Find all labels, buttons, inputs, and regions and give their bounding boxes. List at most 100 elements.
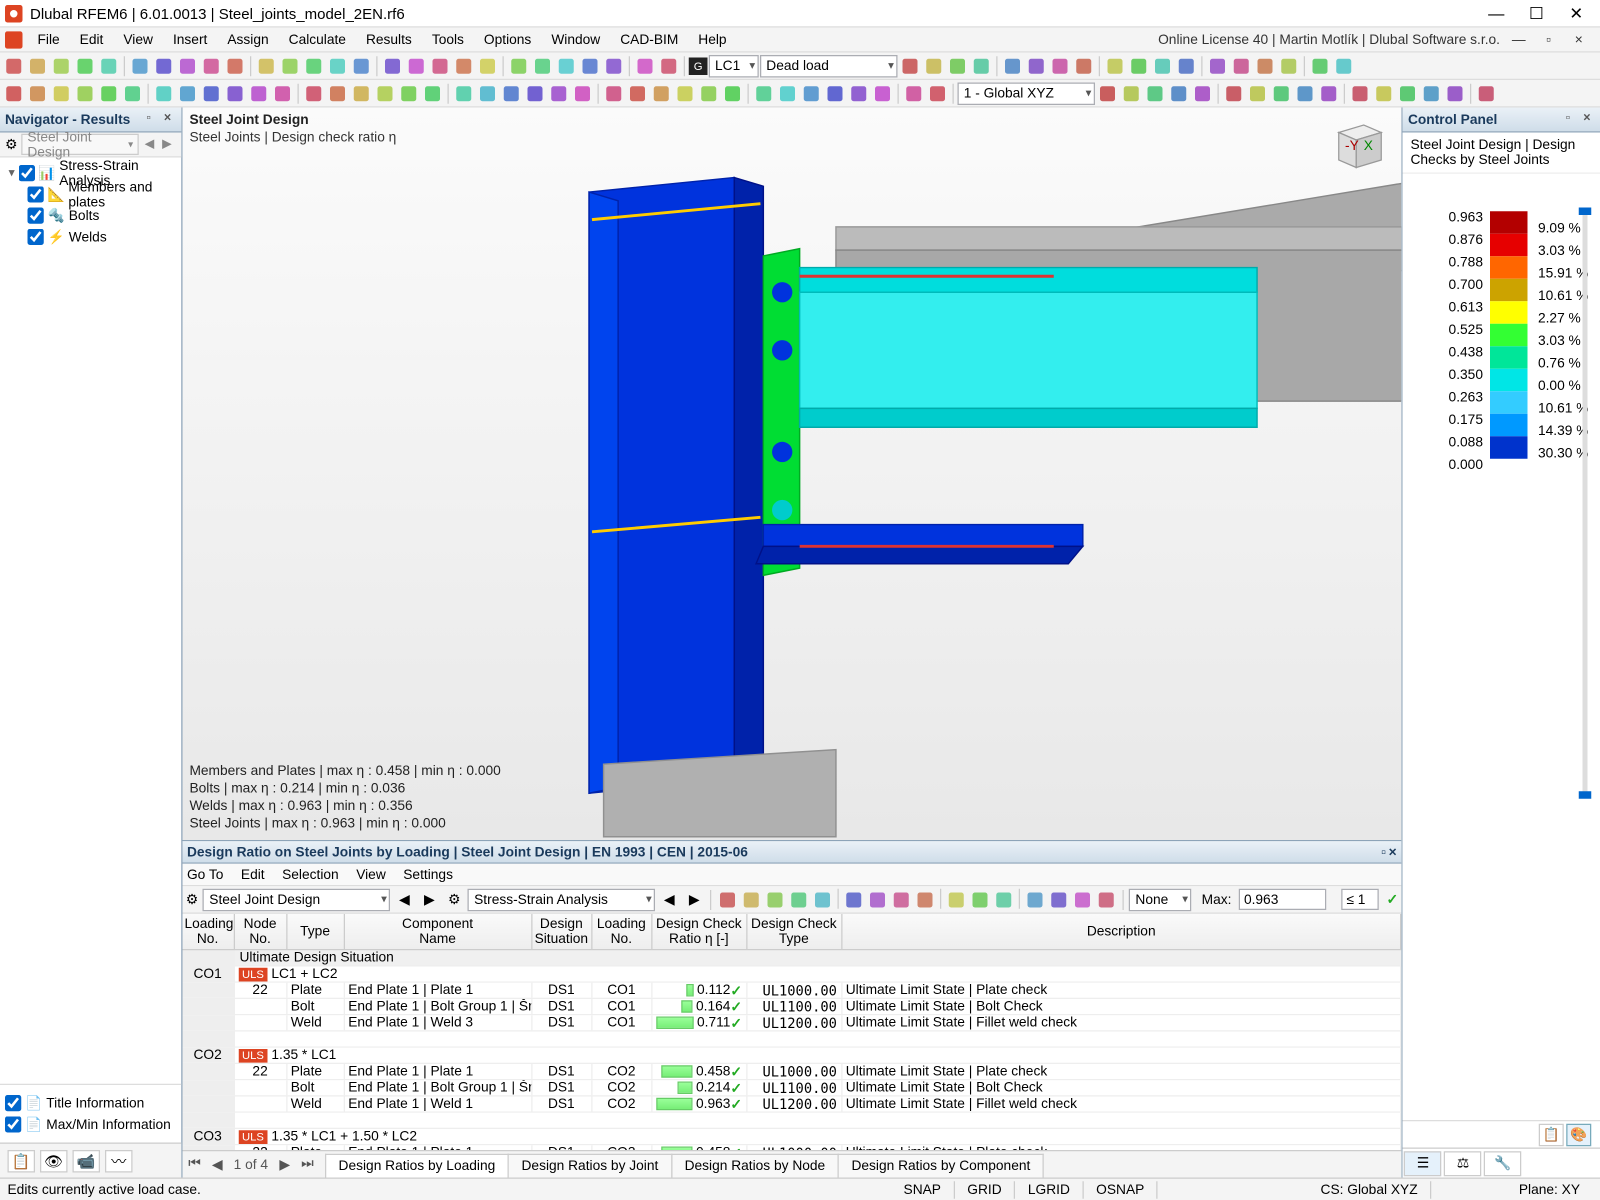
tb2-btn-b3[interactable] [1168, 82, 1191, 105]
results-addon-dropdown[interactable]: Steel Joint Design [203, 888, 391, 911]
bottom-nav-btn-3[interactable]: 📹 [73, 1149, 101, 1172]
results-tb-btn-8[interactable] [914, 888, 937, 911]
tree-root-checkbox[interactable] [18, 165, 34, 181]
nav-check-1[interactable]: 📄Max/Min Information [5, 1114, 176, 1135]
panel-pin-icon[interactable]: ▫ [141, 111, 157, 127]
tb1-btn-18[interactable] [453, 54, 476, 77]
results-tb-btn-4[interactable] [812, 888, 835, 911]
tb2-btn-1[interactable] [26, 82, 49, 105]
menu-calculate[interactable]: Calculate [279, 32, 356, 47]
grid-data-row[interactable]: BoltEnd Plate 1 | Bolt Group 1 | Šro...D… [182, 999, 1402, 1015]
pager-next-icon[interactable]: ▶ [276, 1156, 294, 1172]
results-tb-btn-2[interactable] [764, 888, 787, 911]
tb1-btn-16[interactable] [405, 54, 428, 77]
tb2-btn-b13[interactable] [1420, 82, 1443, 105]
results-tb-btn-14[interactable] [1072, 888, 1095, 911]
tb2-btn-b8[interactable] [1294, 82, 1317, 105]
bottom-nav-btn-2[interactable]: 👁 [40, 1149, 68, 1172]
status-osnap[interactable]: OSNAP [1084, 1181, 1158, 1199]
grid-data-row[interactable]: WeldEnd Plate 1 | Weld 3DS1CO10.711 ✓UL1… [182, 1015, 1402, 1031]
tb2-btn-8[interactable] [200, 82, 223, 105]
tb1-btn-b3[interactable] [970, 54, 993, 77]
tb2-btn-b12[interactable] [1396, 82, 1419, 105]
menu-options[interactable]: Options [474, 32, 541, 47]
status-grid[interactable]: GRID [955, 1181, 1016, 1199]
tb1-btn-1[interactable] [26, 54, 49, 77]
tb1-btn-17[interactable] [429, 54, 452, 77]
coord-system-dropdown[interactable]: 1 - Global XYZ [958, 82, 1096, 105]
results-menu-selection[interactable]: Selection [282, 867, 339, 882]
tree-item-0[interactable]: 📐Members and plates [3, 184, 179, 205]
menu-tools[interactable]: Tools [422, 32, 474, 47]
nav-next-icon[interactable]: ▶ [158, 138, 176, 152]
tb1-btn-12[interactable] [303, 54, 326, 77]
tb2-btn-25[interactable] [626, 82, 649, 105]
tb2-btn-16[interactable] [398, 82, 421, 105]
results-next2-icon[interactable]: ▶ [683, 888, 706, 911]
menu-assign[interactable]: Assign [217, 32, 278, 47]
results-prev2-icon[interactable]: ◀ [658, 888, 681, 911]
tb1-btn-11[interactable] [279, 54, 302, 77]
grid-data-row[interactable]: 22PlateEnd Plate 1 | Plate 1DS1CO10.112 … [182, 983, 1402, 999]
tb2-btn-31[interactable] [776, 82, 799, 105]
tb2-btn-b10[interactable] [1349, 82, 1372, 105]
results-tb-btn-1[interactable] [740, 888, 763, 911]
tb1-btn-3[interactable] [74, 54, 97, 77]
tb1-btn-26[interactable] [658, 54, 681, 77]
grid-col-1[interactable]: NodeNo. [234, 914, 287, 949]
tb2-btn-b11[interactable] [1373, 82, 1396, 105]
grid-col-5[interactable]: LoadingNo. [592, 914, 652, 949]
results-max-value[interactable]: 0.963 [1239, 889, 1327, 910]
cp-tab-3[interactable]: 🔧 [1484, 1151, 1522, 1176]
tb2-btn-20[interactable] [500, 82, 523, 105]
results-pin-icon[interactable]: ▫ [1381, 844, 1386, 859]
results-tab-1[interactable]: Design Ratios by Joint [508, 1153, 672, 1177]
tb2-btn-28[interactable] [698, 82, 721, 105]
grid-combo-row[interactable]: CO2ULS1.35 * LC1 [182, 1048, 1402, 1064]
tb2-btn-b6[interactable] [1246, 82, 1269, 105]
restore-panel-icon[interactable]: ▫ [1538, 28, 1561, 51]
results-menu-go-to[interactable]: Go To [187, 867, 223, 882]
menu-file[interactable]: File [28, 32, 70, 47]
tb2-btn-b1[interactable] [1120, 82, 1143, 105]
results-close-icon[interactable]: × [1389, 844, 1397, 859]
grid-col-8[interactable]: Description [842, 914, 1402, 949]
menu-window[interactable]: Window [541, 32, 610, 47]
results-tab-0[interactable]: Design Ratios by Loading [325, 1153, 509, 1177]
results-next1-icon[interactable]: ▶ [418, 888, 441, 911]
tb1-btn-7[interactable] [176, 54, 199, 77]
viewport-3d[interactable]: Steel Joint Design Steel Joints | Design… [182, 108, 1402, 841]
menu-cad-bim[interactable]: CAD-BIM [610, 32, 688, 47]
tb1-btn-24[interactable] [603, 54, 626, 77]
grid-col-7[interactable]: Design CheckType [747, 914, 842, 949]
tb1-btn-8[interactable] [200, 54, 223, 77]
tb1-btn-20[interactable] [508, 54, 531, 77]
cp-pin-icon[interactable]: ▫ [1560, 111, 1576, 127]
results-tab-2[interactable]: Design Ratios by Node [671, 1153, 839, 1177]
tb1-btn-b16[interactable] [1309, 54, 1332, 77]
grid-data-row[interactable]: 22PlateEnd Plate 1 | Plate 1DS1CO20.458 … [182, 1064, 1402, 1080]
tb2-btn-34[interactable] [848, 82, 871, 105]
bottom-nav-btn-4[interactable]: 〰 [105, 1149, 133, 1172]
results-tb-btn-3[interactable] [788, 888, 811, 911]
menu-view[interactable]: View [113, 32, 163, 47]
tb1-btn-b6[interactable] [1049, 54, 1072, 77]
grid-col-4[interactable]: DesignSituation [532, 914, 592, 949]
tb1-btn-b11[interactable] [1175, 54, 1198, 77]
results-tb-btn-7[interactable] [890, 888, 913, 911]
bottom-nav-btn-1[interactable]: 📋 [8, 1149, 36, 1172]
results-filter-dropdown[interactable]: None [1129, 888, 1192, 911]
close-panel-icon[interactable]: × [1568, 28, 1591, 51]
results-menu-settings[interactable]: Settings [403, 867, 453, 882]
tb2-btn-24[interactable] [603, 82, 626, 105]
tb1-btn-21[interactable] [531, 54, 554, 77]
pager-last-icon[interactable]: ⏭ [297, 1156, 317, 1172]
tb2-btn-33[interactable] [824, 82, 847, 105]
tb2-btn-10[interactable] [248, 82, 271, 105]
tb1-btn-22[interactable] [555, 54, 578, 77]
minimize-panel-icon[interactable]: — [1508, 28, 1531, 51]
results-tb-btn-5[interactable] [843, 888, 866, 911]
tb1-btn-2[interactable] [50, 54, 73, 77]
tb2-btn-0[interactable] [3, 82, 26, 105]
tb2-btn-5[interactable] [121, 82, 144, 105]
